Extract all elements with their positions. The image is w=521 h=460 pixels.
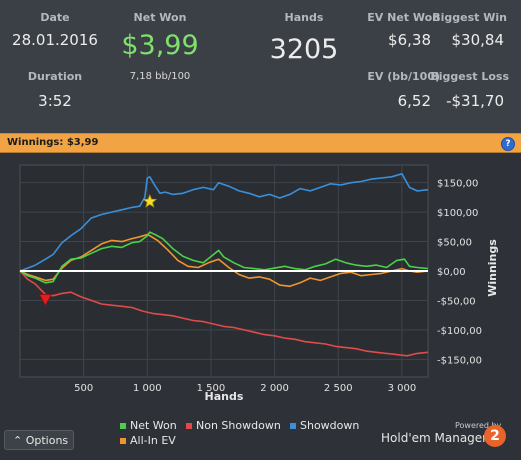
legend-item-non-showdown: Non Showdown [186, 419, 281, 432]
session-stats-panel: Date 28.01.2016 Duration 3:52 Net Won $3… [0, 0, 521, 133]
series-line-showdown [19, 173, 429, 272]
series-line-non-showdown [19, 270, 429, 357]
down-triangle-icon [38, 294, 53, 307]
x-tick-label: 1 500 [197, 383, 226, 394]
y-tick-label: -$100,00 [437, 326, 482, 337]
y-axis-ticks: $150,00 $100,00 $50,00 $0,00 -$50,00 -$100,00… [437, 179, 482, 367]
y-axis-title: Winnings [486, 239, 499, 297]
x-axis-ticks: 500 1 000 1 500 2 000 2 500 3 000 [74, 383, 416, 394]
options-label: ⌃ Options [13, 434, 69, 447]
x-tick-label: 3 000 [388, 383, 417, 394]
legend-showdown-label: Showdown [300, 419, 360, 432]
x-tick-label: 2 000 [260, 383, 289, 394]
powered-by-text: Powered by [455, 421, 502, 430]
hands-value: 3205 [269, 34, 339, 65]
legend-item-showdown: Showdown [290, 419, 359, 432]
date-value: 28.01.2016 [12, 31, 98, 49]
options-button[interactable]: ⌃ Options [4, 430, 74, 450]
winnings-header-bar: Winnings: $3,99 ? [0, 133, 521, 153]
duration-label: Duration [27, 70, 83, 83]
holdem-manager-logo-icon: 2 [484, 425, 506, 447]
legend-item-all-in-ev: All-In EV [120, 434, 176, 447]
bb-per-100-value: 7,18 bb/100 [129, 71, 191, 82]
chart-series [19, 173, 429, 357]
y-tick-label: $50,00 [437, 238, 472, 249]
non-showdown-swatch [186, 423, 192, 429]
biggest-loss-label: Biggest Loss [430, 70, 509, 83]
series-line-all-in-ev [19, 233, 429, 288]
net-won-label: Net Won [133, 11, 187, 24]
biggest-win-label: Biggest Win [432, 11, 507, 24]
ev-bb-per-100-label: EV (bb/100) [367, 70, 440, 83]
x-tick-label: 2 500 [324, 383, 353, 394]
y-tick-label: $150,00 [437, 179, 478, 190]
hands-label: Hands [284, 11, 324, 24]
legend-all-in-ev-label: All-In EV [130, 434, 176, 447]
legend-non-showdown-label: Non Showdown [196, 419, 281, 432]
legend-item-net-won: Net Won [120, 419, 177, 432]
star-icon [142, 193, 158, 208]
brand-name: Hold'em Manager [381, 431, 488, 445]
biggest-win-value: $30,84 [451, 31, 505, 49]
net-won-value: $3,99 [121, 30, 199, 61]
y-tick-label: -$50,00 [437, 296, 476, 307]
winnings-title: Winnings: $3,99 [7, 137, 99, 148]
ev-net-won-value: $6,38 [388, 31, 431, 49]
y-tick-label: -$150,00 [437, 355, 482, 366]
winnings-chart: 500 1 000 1 500 2 000 2 500 3 000 $150,00 $100… [19, 164, 499, 403]
duration-value: 3:52 [38, 92, 72, 110]
y-tick-label: $0,00 [437, 267, 466, 278]
chart-markers [38, 193, 158, 307]
ev-bb-per-100-value: 6,52 [397, 92, 431, 110]
legend-net-won-label: Net Won [130, 419, 177, 432]
y-tick-label: $100,00 [437, 208, 478, 219]
x-tick-label: 500 [74, 383, 93, 394]
biggest-loss-value: -$31,70 [446, 92, 504, 110]
ev-net-won-label: EV Net Won [367, 11, 440, 24]
x-tick-label: 1 000 [133, 383, 162, 394]
help-icon[interactable]: ? [501, 137, 515, 151]
net-won-swatch [120, 423, 126, 429]
series-line-net-won [19, 231, 429, 284]
winnings-chart-area: 500 1 000 1 500 2 000 2 500 3 000 $150,00 $100… [0, 153, 521, 456]
showdown-swatch [290, 423, 296, 429]
x-axis-title: Hands [205, 390, 244, 403]
date-label: Date [40, 11, 70, 24]
all-in-ev-swatch [120, 438, 126, 444]
